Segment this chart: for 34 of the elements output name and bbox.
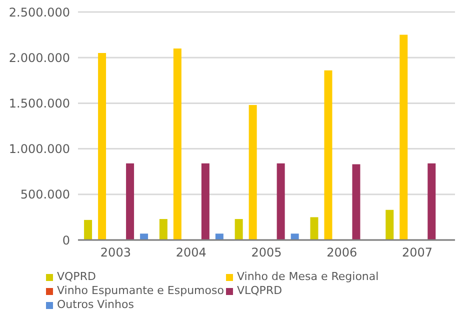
bar <box>276 163 285 240</box>
bar <box>84 220 92 240</box>
y-tick-label: 2.000.000 <box>8 50 70 65</box>
bar <box>386 210 394 240</box>
legend-label: Outros Vinhos <box>57 298 134 312</box>
x-tick-label: 2005 <box>251 246 282 260</box>
bar <box>400 34 408 240</box>
x-tick-label: 2006 <box>326 246 358 260</box>
x-tick-label: 2003 <box>100 246 131 260</box>
legend-label: VLQPRD <box>237 284 282 298</box>
bar <box>428 163 436 240</box>
bar <box>310 217 318 240</box>
y-tick-label: 1.500.000 <box>8 96 70 110</box>
bar <box>173 48 182 240</box>
bar <box>140 234 148 240</box>
legend-label: Vinho Espumante e Espumoso <box>57 284 224 298</box>
legend-label: Vinho de Mesa e Regional <box>237 270 379 284</box>
y-tick-label: 0 <box>62 233 70 248</box>
bar <box>290 234 299 240</box>
y-tick-label: 1.000.000 <box>8 142 70 156</box>
bar <box>98 53 106 240</box>
x-tick-label: 2004 <box>176 246 206 260</box>
y-tick-label: 2.500.000 <box>8 5 70 20</box>
bar <box>126 163 134 240</box>
bar <box>215 234 224 240</box>
x-tick-label: 2007 <box>402 246 433 260</box>
bar <box>324 70 332 240</box>
bar <box>201 163 210 240</box>
bar <box>159 219 168 240</box>
bar <box>234 219 243 240</box>
bar <box>352 164 360 240</box>
bar <box>248 105 257 240</box>
y-tick-label: 500.000 <box>20 188 70 202</box>
legend-label: VQPRD <box>57 270 96 284</box>
